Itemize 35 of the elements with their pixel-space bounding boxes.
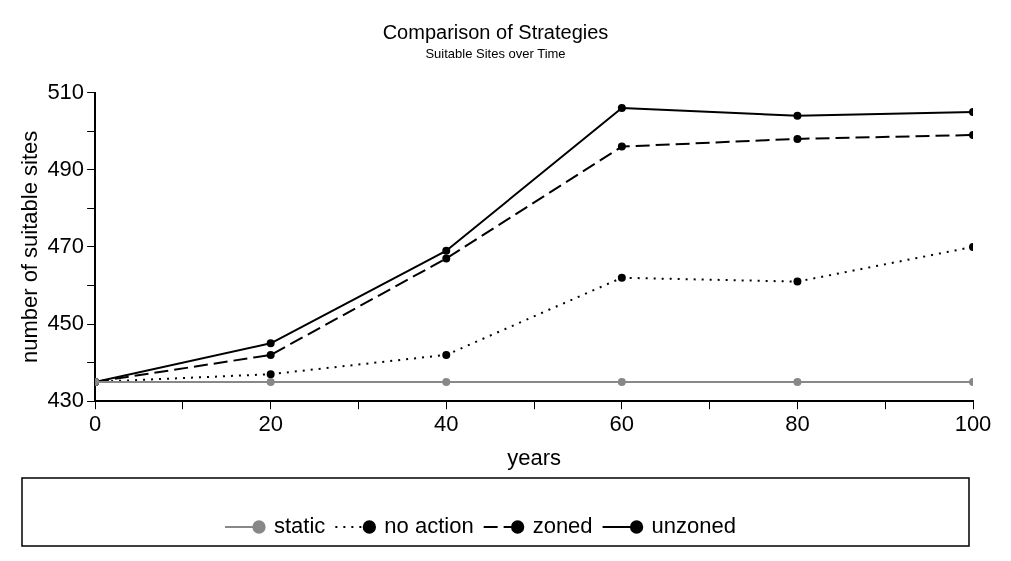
point: [617, 142, 626, 151]
point: [793, 134, 802, 143]
x-tick-label: 100: [954, 411, 992, 437]
point: [793, 277, 802, 286]
legend-label: static: [274, 513, 326, 539]
point: [442, 246, 451, 255]
x-tick-label: 60: [609, 411, 635, 437]
y-tick-label: 490: [47, 155, 85, 181]
x-tick-label: 40: [434, 411, 459, 437]
point: [442, 254, 451, 263]
point: [793, 377, 802, 386]
point: [617, 377, 626, 386]
point: [266, 377, 275, 386]
x-tick-label: 0: [88, 411, 102, 437]
y-axis-title: number of suitable sites: [17, 130, 43, 364]
y-tick-label: 450: [47, 310, 85, 336]
point: [266, 339, 275, 348]
legend-label: zoned: [532, 513, 593, 539]
x-axis-title: years: [507, 444, 561, 470]
legend-label: no action: [384, 513, 474, 539]
point: [617, 273, 626, 282]
x-tick-label: 20: [258, 411, 283, 437]
point: [793, 111, 802, 120]
point: [442, 350, 451, 359]
chart-subtitle: Suitable Sites over Time: [425, 46, 566, 62]
point: [266, 350, 275, 359]
y-tick-label: 510: [47, 78, 85, 104]
y-tick-label: 430: [47, 387, 85, 413]
point: [266, 370, 275, 379]
legend-label: unzoned: [651, 513, 736, 539]
point: [617, 104, 626, 113]
point: [442, 377, 451, 386]
x-tick-label: 80: [785, 411, 810, 437]
chart-title: Comparison of Strategies: [382, 20, 609, 43]
y-tick-label: 470: [47, 232, 85, 258]
